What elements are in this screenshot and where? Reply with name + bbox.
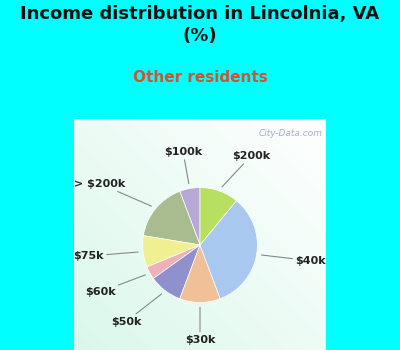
Wedge shape	[143, 191, 200, 245]
Wedge shape	[147, 245, 200, 279]
Wedge shape	[180, 188, 200, 245]
Text: City-Data.com: City-Data.com	[258, 130, 322, 139]
Text: Other residents: Other residents	[133, 70, 267, 85]
Wedge shape	[200, 188, 236, 245]
Text: $75k: $75k	[74, 251, 138, 261]
Text: $200k: $200k	[222, 151, 270, 187]
Wedge shape	[143, 236, 200, 267]
Text: Income distribution in Lincolnia, VA
(%): Income distribution in Lincolnia, VA (%)	[20, 5, 380, 46]
Text: $50k: $50k	[111, 294, 162, 327]
Text: > $200k: > $200k	[74, 179, 152, 206]
Wedge shape	[153, 245, 200, 299]
Wedge shape	[200, 201, 257, 299]
Text: $30k: $30k	[185, 307, 215, 344]
Text: $60k: $60k	[85, 275, 145, 297]
Wedge shape	[180, 245, 220, 302]
Text: $100k: $100k	[164, 147, 202, 184]
Text: $40k: $40k	[262, 255, 326, 266]
